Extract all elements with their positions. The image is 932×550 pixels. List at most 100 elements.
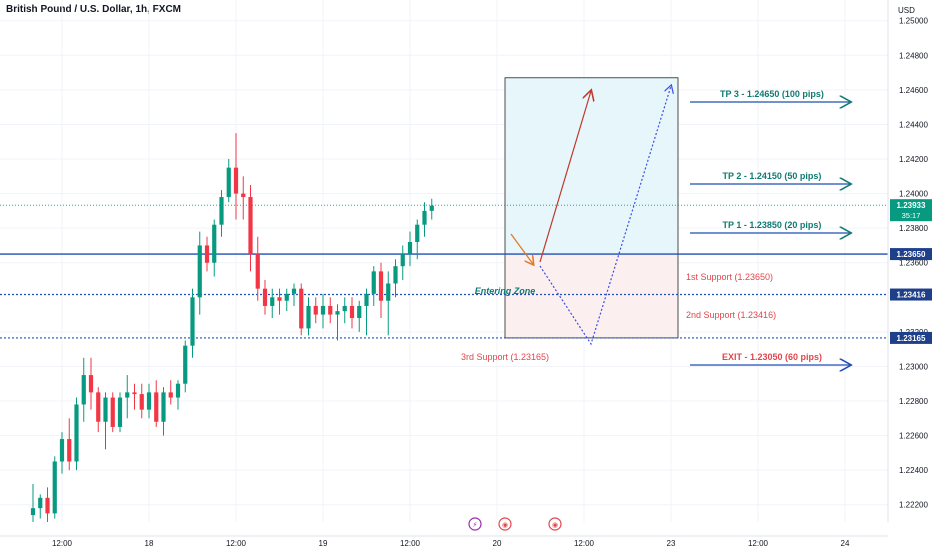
- candle-body: [74, 404, 79, 462]
- price-axis-unit: USD: [898, 6, 915, 15]
- y-tick-label: 1.24800: [899, 51, 928, 60]
- y-tick-label: 1.23000: [899, 362, 928, 371]
- candle-body: [393, 266, 398, 284]
- candle-body: [161, 392, 166, 422]
- candle-body: [255, 254, 260, 289]
- candle-body: [248, 197, 253, 255]
- x-tick-label: 12:00: [748, 539, 769, 548]
- candle-body: [320, 305, 326, 315]
- x-tick-label: 12:00: [52, 539, 73, 548]
- candle-body: [190, 297, 195, 346]
- candle-body: [291, 288, 297, 294]
- current-price-label: 1.23933: [897, 201, 926, 210]
- candle-body: [45, 497, 50, 514]
- y-tick-label: 1.23800: [899, 224, 928, 233]
- candle-body: [306, 305, 311, 329]
- candle-body: [422, 210, 427, 225]
- y-tick-label: 1.24200: [899, 155, 928, 164]
- candle-body: [175, 383, 181, 398]
- entering-zone-label: Entering Zone: [475, 286, 536, 296]
- candle-body: [110, 397, 115, 427]
- candle-body: [429, 205, 434, 211]
- x-tick-label: 19: [319, 539, 328, 548]
- candle-body: [67, 439, 72, 462]
- lightning-event-icon-glyph: ⚡: [473, 521, 478, 529]
- candle-body: [146, 392, 152, 410]
- lightning-event-icon: [468, 517, 482, 531]
- candle-body: [139, 394, 144, 410]
- level-badge-label: 1.23650: [897, 250, 926, 259]
- support1-label: 1st Support (1.23650): [686, 272, 773, 282]
- y-tick-label: 1.24000: [899, 190, 928, 199]
- candle-body: [386, 283, 391, 301]
- x-tick-label: 24: [841, 539, 850, 548]
- candle-body: [364, 293, 369, 306]
- candle-body: [103, 397, 108, 422]
- candle-body: [117, 397, 123, 427]
- candle-body: [313, 305, 318, 315]
- x-tick-label: 20: [493, 539, 502, 548]
- entry-arrow: [510, 233, 533, 264]
- candle-body: [342, 305, 347, 312]
- x-tick-label: 18: [145, 539, 154, 548]
- candle-body: [241, 193, 246, 198]
- y-tick-label: 1.22200: [899, 501, 928, 510]
- x-tick-label: 12:00: [226, 539, 247, 548]
- candle-body: [154, 392, 159, 422]
- x-tick-label: 12:00: [574, 539, 595, 548]
- candle-body: [96, 392, 101, 422]
- candle-body: [204, 245, 210, 263]
- economic-event-icon-glyph: ◉: [502, 521, 508, 529]
- candle-body: [270, 297, 275, 306]
- candle-body: [349, 305, 355, 319]
- x-tick-label: 23: [667, 539, 676, 548]
- current-price-badge: [890, 199, 932, 222]
- support2-label: 2nd Support (1.23416): [686, 310, 776, 320]
- candle-body: [52, 461, 57, 514]
- loss-zone: [504, 253, 679, 339]
- candle-body: [335, 311, 340, 315]
- candle-body: [407, 241, 413, 255]
- economic-event-icon-glyph: ◉: [552, 521, 558, 529]
- level-badge: [890, 248, 932, 261]
- candle-body: [59, 439, 65, 462]
- countdown-label: 35:17: [902, 211, 921, 220]
- candle-body: [226, 167, 231, 198]
- candle-body: [284, 293, 289, 301]
- support3-label: 3rd Support (1.23165): [461, 352, 549, 362]
- tp1-label: TP 1 - 1.23850 (20 pips): [723, 220, 822, 230]
- candle-body: [219, 197, 224, 225]
- candle-body: [212, 224, 217, 263]
- tp2-label: TP 2 - 1.24150 (50 pips): [723, 171, 822, 181]
- candle-body: [132, 392, 137, 395]
- candle-body: [125, 392, 130, 398]
- level-badge-label: 1.23165: [897, 334, 926, 343]
- candle-body: [197, 245, 202, 298]
- candle-body: [277, 297, 282, 301]
- candle-body: [400, 254, 405, 267]
- y-tick-label: 1.24600: [899, 86, 928, 95]
- economic-event-icon: [498, 517, 512, 531]
- y-tick-label: 1.22400: [899, 466, 928, 475]
- candle-body: [378, 271, 384, 301]
- candle-body: [88, 375, 94, 393]
- candle-body: [233, 167, 239, 194]
- level-badge: [890, 288, 932, 301]
- candle-body: [371, 271, 376, 294]
- candle-body: [328, 305, 333, 315]
- level-badge: [890, 331, 932, 344]
- bullish-scenario-arrow: [539, 91, 591, 263]
- candle-body: [415, 224, 420, 242]
- y-tick-label: 1.22600: [899, 432, 928, 441]
- economic-event-icon: [548, 517, 562, 531]
- y-tick-label: 1.22800: [899, 397, 928, 406]
- candle-body: [183, 345, 188, 384]
- y-tick-label: 1.24400: [899, 120, 928, 129]
- tp3-label: TP 3 - 1.24650 (100 pips): [720, 89, 824, 99]
- candle-body: [168, 392, 173, 398]
- x-tick-label: 12:00: [400, 539, 421, 548]
- candle-body: [299, 288, 304, 329]
- candle-body: [262, 288, 268, 306]
